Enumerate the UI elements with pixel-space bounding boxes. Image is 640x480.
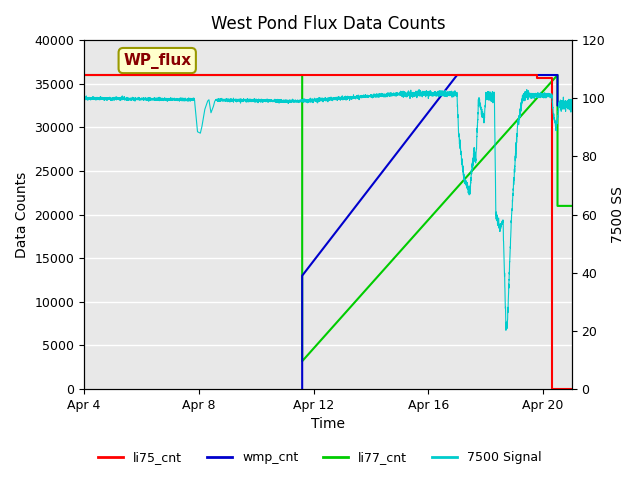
Text: WP_flux: WP_flux bbox=[123, 52, 191, 69]
Y-axis label: Data Counts: Data Counts bbox=[15, 171, 29, 258]
X-axis label: Time: Time bbox=[311, 418, 345, 432]
Title: West Pond Flux Data Counts: West Pond Flux Data Counts bbox=[211, 15, 445, 33]
Y-axis label: 7500 SS: 7500 SS bbox=[611, 186, 625, 243]
Legend: li75_cnt, wmp_cnt, li77_cnt, 7500 Signal: li75_cnt, wmp_cnt, li77_cnt, 7500 Signal bbox=[93, 446, 547, 469]
